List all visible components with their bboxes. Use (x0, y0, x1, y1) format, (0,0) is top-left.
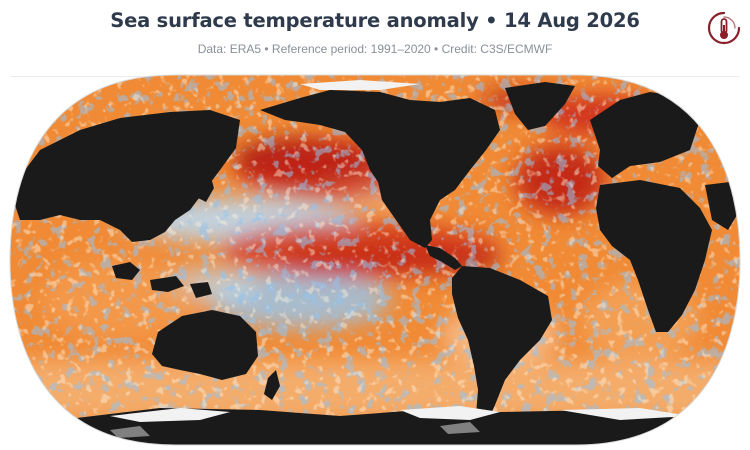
map-ocean (10, 75, 740, 445)
land-masses (10, 82, 740, 445)
header: Sea surface temperature anomaly • 14 Aug… (0, 0, 750, 70)
data-credit-subtitle: Data: ERA5 • Reference period: 1991–2020… (197, 42, 553, 56)
world-sst-anomaly-map (9, 74, 741, 446)
page-title: Sea surface temperature anomaly • 14 Aug… (110, 9, 640, 32)
globe-outline (9, 74, 741, 446)
sea-ice (110, 80, 690, 422)
thermometer-globe-icon (707, 11, 741, 45)
